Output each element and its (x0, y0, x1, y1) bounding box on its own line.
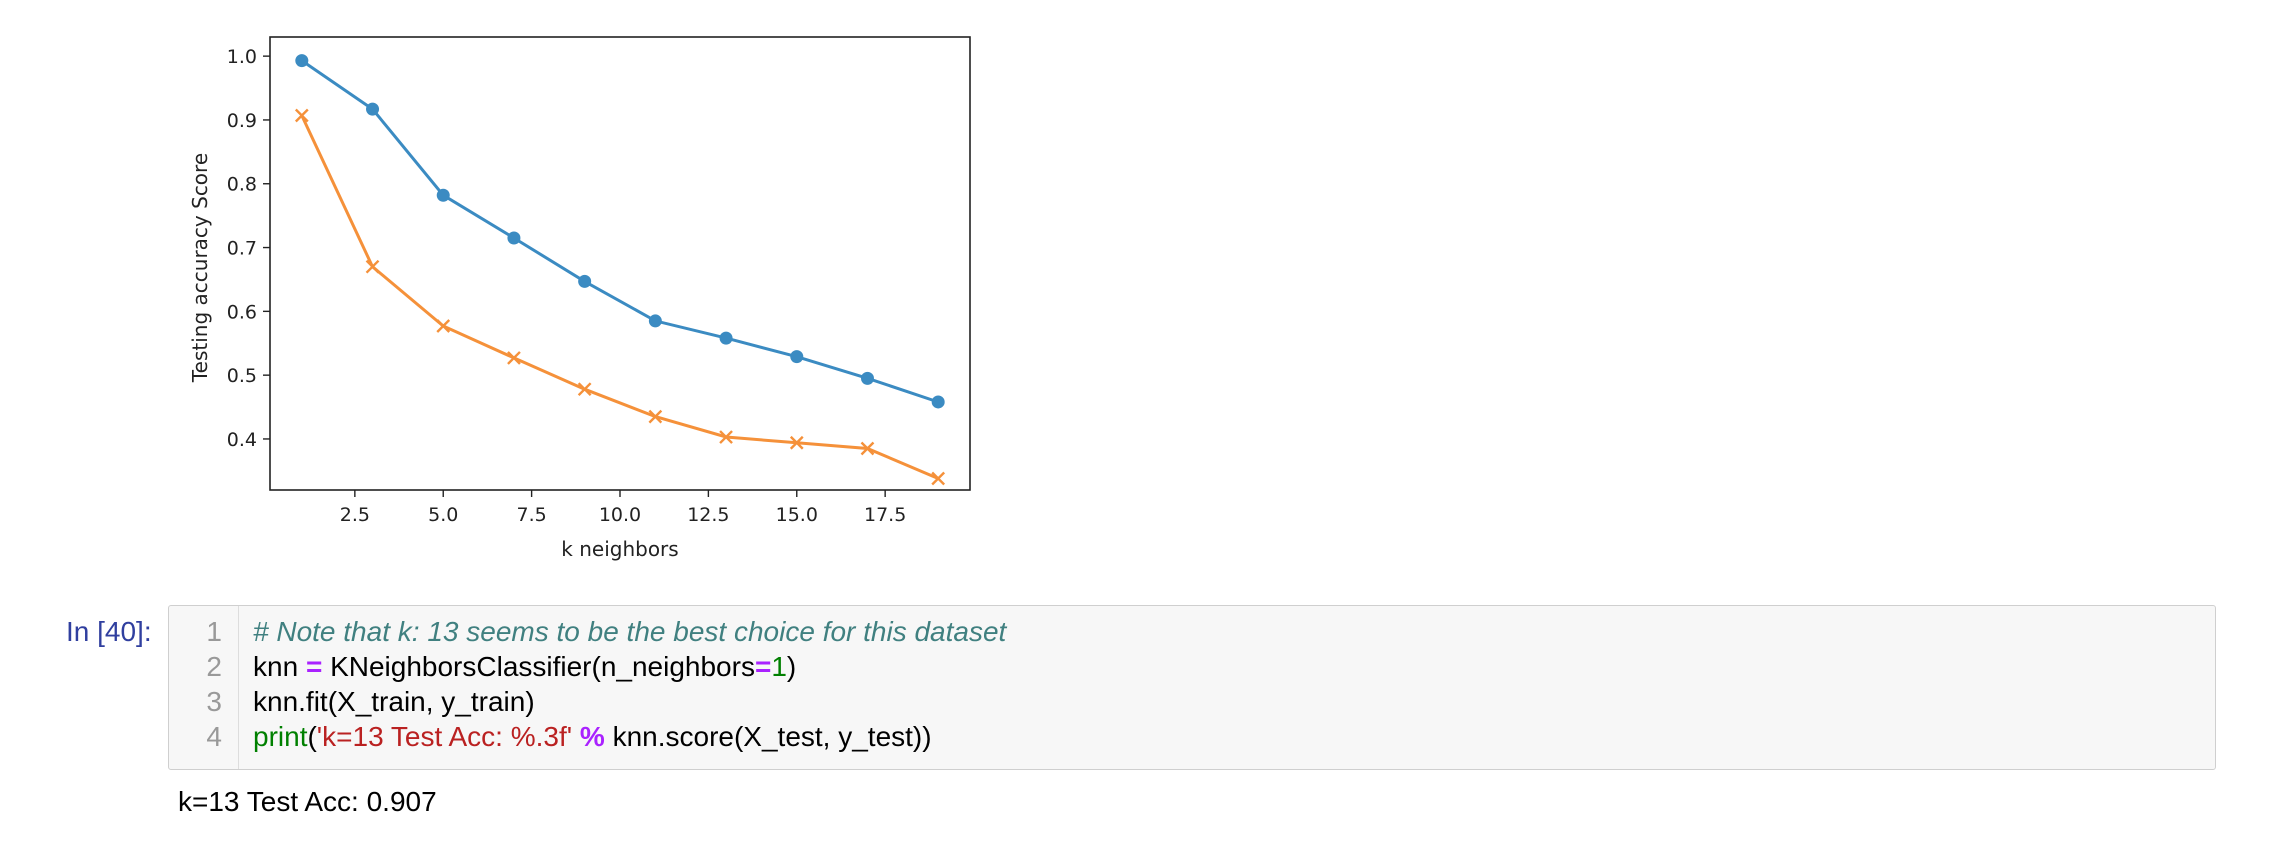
code-line[interactable]: print('k=13 Test Acc: %.3f' % knn.score(… (253, 721, 932, 753)
series-1-point (860, 371, 874, 385)
series-2-point (294, 108, 309, 123)
code-token: % (579, 721, 605, 752)
line-number: 3 (206, 686, 222, 717)
x-tick-label: 2.5 (340, 504, 370, 526)
line-number: 1 (206, 616, 222, 647)
x-tick-label: 15.0 (776, 504, 818, 526)
series-2-line (300, 114, 939, 480)
y-tick-label: 0.7 (227, 238, 257, 260)
line-number-gutter: 1 2 3 4 (169, 606, 239, 769)
y-tick-label: 0.6 (227, 301, 257, 323)
code-token: ( (307, 721, 317, 752)
x-tick-label: 10.0 (599, 504, 641, 526)
code-token: knn.score(X_test, y_test)) (604, 721, 932, 752)
code-token: = (305, 651, 323, 682)
series-2-point (365, 259, 380, 274)
cell-prompt: In [40]: (66, 616, 152, 647)
series-1-point (295, 54, 309, 68)
series-1-point (436, 188, 450, 202)
y-tick-label: 0.9 (227, 110, 257, 132)
series-2-point (436, 319, 451, 333)
line-number: 4 (206, 721, 222, 752)
y-tick-label: 0.5 (227, 365, 257, 387)
series-2-point (719, 430, 733, 444)
x-tick-label: 12.5 (687, 504, 729, 526)
code-line[interactable]: # Note that k: 13 seems to be the best c… (253, 616, 1006, 648)
line-number: 2 (206, 651, 222, 682)
y-tick-label: 0.4 (227, 429, 257, 451)
y-tick-label: 1.0 (227, 46, 257, 68)
x-tick-label: 17.5 (864, 504, 906, 526)
code-token (572, 721, 580, 752)
series-1-point (719, 331, 733, 345)
series-2-point (648, 409, 663, 424)
code-token: 'k=13 Test Acc: %.3f' (316, 721, 573, 752)
y-axis-title: Testing accuracy Score (188, 153, 212, 383)
code-cell[interactable]: 1 2 3 4 # Note that k: 13 seems to be th… (168, 605, 2216, 770)
code-line[interactable]: knn = KNeighborsClassifier(n_neighbors=1… (253, 651, 796, 683)
series-1-point (507, 231, 521, 245)
series-2-point (789, 435, 804, 450)
code-token: knn (253, 651, 306, 682)
code-token: print (253, 721, 308, 752)
series-1-point (931, 395, 945, 409)
code-token: ) (786, 651, 797, 682)
cell-output: k=13 Test Acc: 0.907 (178, 786, 437, 817)
series-2-point (931, 471, 946, 486)
series-2-point (577, 382, 592, 397)
series-2-point (507, 351, 521, 365)
series-1-point (366, 102, 380, 116)
x-axis-title: k neighbors (561, 537, 678, 561)
x-tick-label: 5.0 (428, 504, 458, 526)
code-token: KNeighborsClassifier(n_neighbors (322, 651, 755, 682)
code-line[interactable]: knn.fit(X_train, y_train) (253, 686, 535, 718)
y-tick-label: 0.8 (227, 174, 257, 196)
series-2-point (860, 441, 875, 456)
series-1-point (648, 314, 662, 328)
code-token: 1 (771, 651, 787, 682)
code-token: # Note that k: 13 seems to be the best c… (253, 616, 1007, 647)
code-token: = (754, 651, 772, 682)
series-1-point (790, 350, 804, 364)
series-1-line (300, 59, 939, 404)
code-token: knn.fit(X_train, y_train) (253, 686, 535, 717)
x-tick-label: 7.5 (517, 504, 547, 526)
series-1-point (578, 274, 592, 288)
